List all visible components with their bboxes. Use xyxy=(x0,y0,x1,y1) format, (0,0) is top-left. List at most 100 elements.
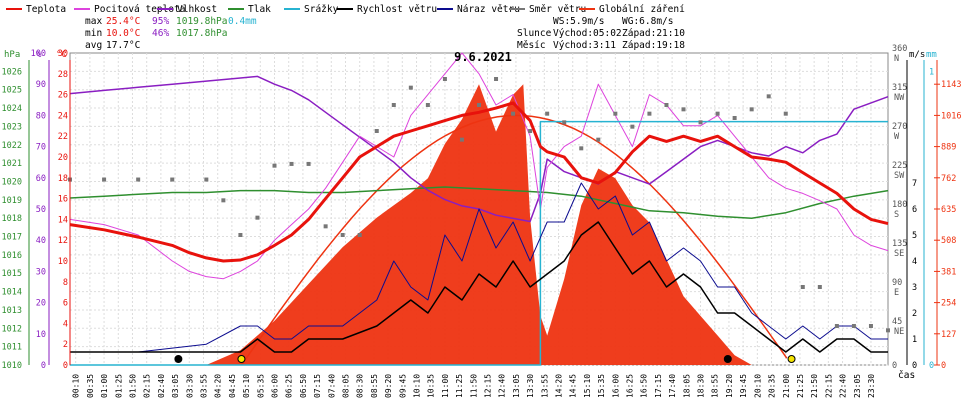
x-tick-12: 05:10 xyxy=(242,374,251,398)
rain-tick-1: 1 xyxy=(929,68,934,78)
x-tick-41: 17:15 xyxy=(654,374,663,398)
solar-tick-4: 508 xyxy=(941,236,956,246)
wind-direction-point-35 xyxy=(732,116,737,120)
wind-direction-point-13 xyxy=(357,233,362,237)
wind-direction-point-42 xyxy=(851,324,856,328)
wind-direction-point-27 xyxy=(596,137,601,142)
wind-direction-point-11 xyxy=(323,224,328,229)
x-tick-46: 19:20 xyxy=(725,374,734,398)
legend-label-9: Globální záření xyxy=(599,4,685,15)
wind-direction-compass-1: NE xyxy=(894,327,904,337)
sun-marker-0 xyxy=(237,355,246,363)
wind-direction-tick-5: 225 xyxy=(892,161,907,171)
pressure-tick-12: 1022 xyxy=(2,141,22,151)
wind-direction-point-22 xyxy=(511,111,516,116)
stats-avg-temp: 17.7°C xyxy=(106,40,140,51)
sun-moon-block: WS:5.9m/s WG:6.8m/s Slunce Východ:05:02 … xyxy=(517,16,685,51)
stats-max-temp: 25.4°C xyxy=(106,16,140,27)
wind-direction-point-5 xyxy=(221,198,226,203)
pressure-tick-2: 1012 xyxy=(2,324,22,334)
humidity-tick-3: 30 xyxy=(36,267,46,277)
solar-tick-3: 381 xyxy=(941,267,956,277)
moon-marker-1 xyxy=(723,355,732,363)
wind-direction-point-19 xyxy=(459,137,464,142)
wind-direction-point-25 xyxy=(562,120,567,125)
temperature-axis-label: °C xyxy=(56,50,67,60)
x-tick-52: 21:50 xyxy=(810,374,819,398)
wind-direction-point-24 xyxy=(545,111,550,116)
sunset: Západ:21:10 xyxy=(622,28,685,39)
wind-direction-point-2 xyxy=(136,177,141,182)
x-tick-31: 13:05 xyxy=(512,374,521,398)
x-tick-38: 16:00 xyxy=(611,374,620,398)
wind-direction-compass-3: SE xyxy=(894,249,904,259)
solar-tick-2: 254 xyxy=(941,299,956,309)
sun-marker-1 xyxy=(787,355,796,363)
pressure-tick-11: 1021 xyxy=(2,159,22,169)
series-pocitov-teplota-line xyxy=(69,52,889,280)
pressure-tick-1: 1011 xyxy=(2,343,22,353)
temperature-tick-15: 30 xyxy=(58,49,68,59)
rain-axis-label: mm xyxy=(926,50,937,60)
stats-max-humidity: 95% xyxy=(152,16,169,27)
pressure-tick-10: 1020 xyxy=(2,177,22,187)
wind-speed-tick-3: 3 xyxy=(912,283,917,293)
series-solar-area xyxy=(206,84,752,365)
x-tick-27: 11:25 xyxy=(455,374,464,398)
wind-direction-compass-6: W xyxy=(894,132,900,142)
wind-speed-summary: WS:5.9m/s xyxy=(553,16,604,27)
solar-tick-7: 889 xyxy=(941,143,956,153)
x-tick-18: 07:40 xyxy=(327,374,336,398)
x-tick-2: 01:00 xyxy=(100,374,109,398)
wind-direction-point-1 xyxy=(102,177,107,182)
wind-direction-point-36 xyxy=(749,107,754,112)
wind-direction-tick-2: 90 xyxy=(892,278,902,288)
x-tick-4: 01:50 xyxy=(128,374,137,398)
wind-direction-point-10 xyxy=(306,161,311,166)
wind-direction-point-3 xyxy=(170,177,175,182)
wind-direction-point-14 xyxy=(374,129,379,133)
wind-speed-tick-2: 2 xyxy=(912,309,917,319)
moonrise: Východ:3:11 xyxy=(553,40,616,51)
moon-marker-0 xyxy=(174,355,183,363)
pressure-tick-8: 1018 xyxy=(2,214,22,224)
moon-label: Měsíc xyxy=(517,40,546,51)
temperature-tick-7: 14 xyxy=(58,215,68,225)
solar-tick-9: 1143 xyxy=(941,80,961,90)
x-tick-3: 01:25 xyxy=(114,374,123,398)
pressure-tick-6: 1016 xyxy=(2,251,22,261)
temperature-tick-10: 20 xyxy=(58,153,68,163)
wind-direction-tick-0: 0 xyxy=(892,361,897,371)
humidity-tick-8: 80 xyxy=(36,111,46,121)
series-rychlost-v-tru-line xyxy=(70,221,888,353)
series-n-raz-v-tru-line xyxy=(70,182,888,353)
wind-direction-point-43 xyxy=(868,324,873,328)
pressure-tick-14: 1024 xyxy=(2,104,22,114)
legend-label-8: Směr větru xyxy=(529,4,586,15)
pressure-tick-5: 1015 xyxy=(2,269,22,279)
solar-tick-8: 1016 xyxy=(941,111,961,121)
wind-direction-point-6 xyxy=(238,233,243,237)
wind-direction-compass-5: SW xyxy=(894,171,905,181)
wind-direction-point-15 xyxy=(391,103,396,107)
humidity-tick-9: 90 xyxy=(36,80,46,90)
x-tick-1: 00:35 xyxy=(86,374,95,398)
wind-direction-tick-1: 45 xyxy=(892,317,902,327)
wind-direction-point-23 xyxy=(528,129,533,133)
stats-avg-label: avg xyxy=(85,40,102,51)
humidity-tick-1: 10 xyxy=(36,330,46,340)
wind-direction-point-30 xyxy=(647,111,652,116)
temperature-tick-8: 16 xyxy=(58,195,68,205)
pressure-tick-16: 1026 xyxy=(2,67,22,77)
chart-title: 9.6.2021 xyxy=(454,50,512,64)
x-tick-51: 21:25 xyxy=(796,374,805,398)
legend-label-2: Pocitová teplota xyxy=(94,4,186,15)
stats-max-rain: 0.4mm xyxy=(228,16,257,27)
wind-direction-point-38 xyxy=(783,111,788,116)
x-tick-47: 19:45 xyxy=(739,374,748,398)
wind-direction-point-40 xyxy=(817,285,822,289)
moonset: Západ:19:18 xyxy=(622,40,685,51)
temperature-tick-0: 0 xyxy=(63,361,68,371)
x-tick-13: 05:35 xyxy=(256,374,265,398)
x-tick-20: 08:30 xyxy=(356,374,365,398)
